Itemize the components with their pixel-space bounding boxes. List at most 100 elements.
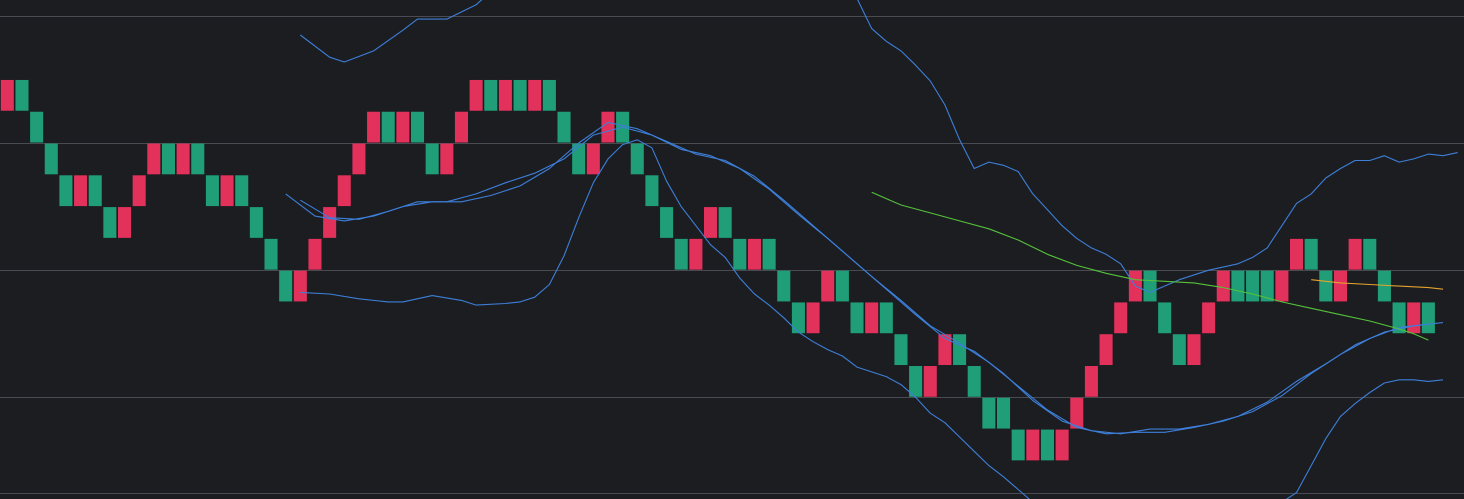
renko-brick-down [1099,334,1113,366]
renko-brick-down [132,175,146,207]
renko-brick-up [235,175,249,207]
renko-brick-up [660,207,674,238]
renko-brick-up [850,302,864,334]
renko-brick-up [835,270,849,302]
renko-brick-down [938,334,952,366]
renko-brick-up [967,366,981,397]
renko-brick-down [1055,429,1069,461]
renko-brick-up [1421,302,1435,334]
renko-brick-down [352,143,366,175]
renko-brick-up [1304,238,1318,270]
renko-brick-up [630,143,644,175]
renko-brick-up [1392,302,1406,334]
orange-line-line [1311,279,1444,290]
renko-brick-down [396,111,410,143]
renko-brick-up [44,143,58,175]
renko-brick-down [806,302,820,334]
renko-brick-up [718,207,732,238]
renko-brick-down [1407,302,1421,334]
renko-brick-up [777,270,791,302]
renko-brick-up [953,334,967,366]
renko-brick-up [191,143,205,175]
renko-brick-down [74,175,88,207]
renko-brick-down [704,207,718,238]
renko-brick-down [528,79,542,111]
renko-brick-down [220,175,234,207]
renko-brick-up [733,238,747,270]
renko-brick-down [293,270,307,302]
renko-brick-up [762,238,776,270]
renko-brick-down [1202,302,1216,334]
renko-brick-down [498,79,512,111]
renko-brick-up [279,270,293,302]
renko-brick-down [440,143,454,175]
renko-brick-down [1187,334,1201,366]
renko-brick-down [323,207,337,238]
renko-brick-up [1377,270,1391,302]
renko-brick-up [997,397,1011,429]
renko-brick-up [205,175,219,207]
renko-brick-up [1363,238,1377,270]
renko-brick-up [791,302,805,334]
renko-brick-up [249,207,263,238]
renko-brick-down [586,143,600,175]
renko-brick-up [909,366,923,397]
renko-brick-up [1319,270,1333,302]
renko-brick-down [176,143,190,175]
renko-brick-up [103,207,117,238]
renko-brick-down [1275,270,1289,302]
renko-brick-down [118,207,132,238]
renko-brick-up [411,111,425,143]
renko-brick-up [879,302,893,334]
lower-band-line [300,139,1444,499]
renko-brick-down [1070,397,1084,429]
renko-brick-down [367,111,381,143]
renko-brick-down [821,270,835,302]
renko-brick-up [1158,302,1172,334]
renko-brick-up [645,175,659,207]
renko-brick-down [689,238,703,270]
renko-brick-up [982,397,996,429]
renko-brick-up [1246,270,1260,302]
renko-brick-up [381,111,395,143]
renko-brick-down [1348,238,1362,270]
renko-brick-up [1011,429,1025,461]
upper-band-line [299,0,1458,293]
renko-brick-down [923,366,937,397]
renko-brick-down [1216,270,1230,302]
renko-brick-down [1114,302,1128,334]
renko-brick-up [484,79,498,111]
renko-brick-up [1143,270,1157,302]
green-line-line [871,191,1429,341]
renko-brick-down [601,111,615,143]
renko-brick-down [454,111,468,143]
renko-brick-up [1260,270,1274,302]
renko-brick-down [1026,429,1040,461]
renko-brick-up [88,175,102,207]
renko-bricks [0,79,1435,461]
renko-brick-up [161,143,175,175]
renko-brick-down [747,238,761,270]
renko-brick-down [308,238,322,270]
renko-brick-down [1333,270,1347,302]
renko-brick-up [1172,334,1186,366]
renko-brick-up [30,111,44,143]
renko-brick-down [469,79,483,111]
renko-brick-up [264,238,278,270]
renko-brick-down [337,175,351,207]
renko-brick-up [542,79,556,111]
renko-brick-up [425,143,439,175]
indicator-lines [285,0,1458,499]
renko-brick-up [557,111,571,143]
renko-brick-up [1040,429,1054,461]
renko-brick-up [15,79,29,111]
renko-brick-down [1084,366,1098,397]
renko-brick-up [894,334,908,366]
renko-brick-up [572,143,586,175]
renko-brick-up [1231,270,1245,302]
renko-brick-up [59,175,73,207]
renko-brick-down [865,302,879,334]
renko-brick-down [1290,238,1304,270]
